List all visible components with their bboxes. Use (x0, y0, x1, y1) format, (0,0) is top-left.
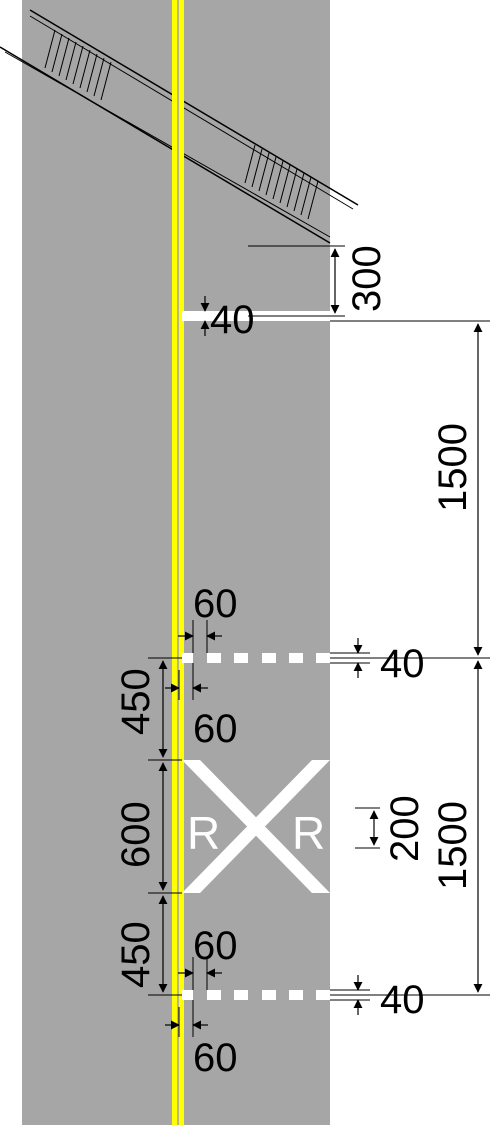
dim-label-60-lower-top: 60 (193, 924, 238, 968)
dimension-lines (158, 248, 483, 1030)
track-rail-upper-inner (29, 15, 354, 210)
railroad-track (0, 9, 359, 244)
dim-label-lower-40: 40 (380, 978, 425, 1022)
lower-transverse-line (182, 990, 330, 1000)
rxr-letter-right: R (292, 807, 325, 859)
dim-label-upper-40: 40 (380, 642, 425, 686)
dim-label-300: 300 (345, 245, 389, 312)
extension-lines (148, 245, 490, 1037)
rxr-symbol: R R (182, 760, 330, 893)
dim-label-450-lower: 450 (114, 921, 158, 988)
double-yellow-centerline (172, 0, 184, 1125)
dim-label-450-upper: 450 (114, 668, 158, 735)
dim-label-stop-40: 40 (210, 298, 255, 342)
dim-label-60-lower-bottom: 60 (193, 1036, 238, 1080)
dim-label-200: 200 (383, 795, 427, 862)
dim-label-60-upper-bottom: 60 (193, 707, 238, 751)
dim-label-60-upper-top: 60 (193, 582, 238, 626)
track-hatch-left (44, 29, 112, 101)
dim-label-600: 600 (114, 801, 158, 868)
track-hatch-right (244, 144, 319, 220)
dim-label-1500-lower: 1500 (431, 801, 475, 890)
x-stroke-ascending (182, 760, 330, 893)
upper-transverse-line (182, 653, 330, 663)
rxr-letter-left: R (187, 807, 220, 859)
track-rail-upper (29, 9, 359, 206)
track-rail-outer (0, 46, 331, 244)
dim-label-1500-upper: 1500 (431, 423, 475, 512)
track-rail-inner (4, 51, 331, 238)
